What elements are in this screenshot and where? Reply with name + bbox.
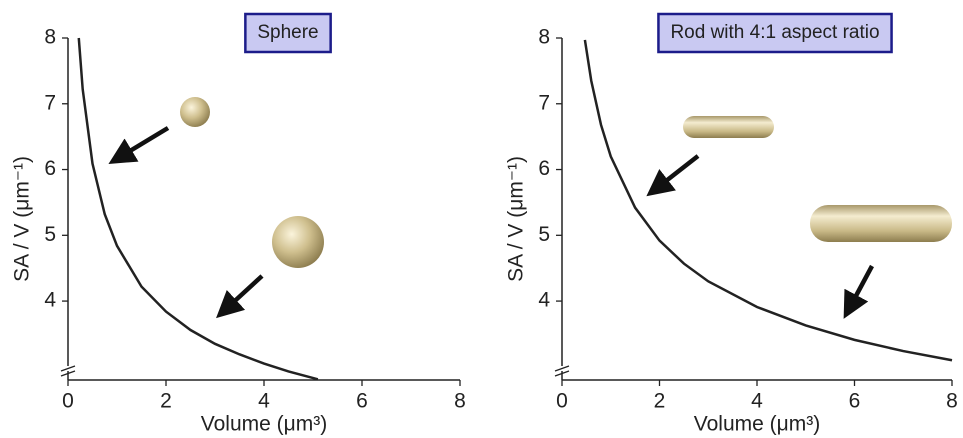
y-tick-label: 7 <box>538 91 550 114</box>
y-tick-label: 4 <box>538 289 550 312</box>
arrow <box>216 274 264 319</box>
small-rod <box>683 116 774 138</box>
y-tick-label: 8 <box>44 26 56 49</box>
y-tick-label: 6 <box>538 157 550 180</box>
y-axis-label: SA / V (μm⁻¹) <box>505 156 528 282</box>
chart-title: Rod with 4:1 aspect ratio <box>670 22 879 43</box>
x-tick-label: 8 <box>454 390 466 413</box>
y-axis-label: SA / V (μm⁻¹) <box>11 156 34 282</box>
arrow <box>108 126 170 164</box>
x-tick-label: 0 <box>62 390 74 413</box>
y-tick-label: 5 <box>44 223 56 246</box>
x-tick-label: 2 <box>160 390 172 413</box>
x-tick-label: 4 <box>751 390 763 413</box>
chart-title: Sphere <box>257 22 318 43</box>
illustrations <box>108 97 952 319</box>
x-tick-label: 8 <box>946 390 958 413</box>
small-sphere <box>180 97 210 127</box>
x-tick-label: 2 <box>654 390 666 413</box>
axis-break <box>554 370 570 377</box>
y-tick-label: 8 <box>538 26 550 49</box>
axis-break <box>554 365 570 372</box>
y-tick-label: 7 <box>44 91 56 114</box>
y-tick-label: 5 <box>538 223 550 246</box>
y-tick-label: 6 <box>44 157 56 180</box>
x-tick-label: 6 <box>849 390 861 413</box>
axis-break <box>60 365 76 372</box>
x-tick-label: 6 <box>356 390 368 413</box>
line <box>583 39 953 362</box>
x-tick-label: 4 <box>258 390 270 413</box>
panel: 4 5 6 7 8 0 2 4 6 8 Volume (μm³) SA / V (μm⁻¹) Spher… <box>11 12 466 436</box>
title-box <box>244 12 332 54</box>
axis-break <box>60 370 76 377</box>
x-axis-label: Volume (μm³) <box>694 413 820 436</box>
large-sphere <box>272 216 324 268</box>
large-rod <box>810 205 952 242</box>
y-tick-label: 4 <box>44 289 56 312</box>
x-axis-label: Volume (μm³) <box>201 413 327 436</box>
line <box>77 37 319 381</box>
arrow <box>646 154 700 197</box>
arrow <box>843 264 874 319</box>
title-box <box>657 12 893 54</box>
panel: 4 5 6 7 8 0 2 4 6 8 Volume (μm³) SA / V (μm⁻¹) Rod w… <box>505 12 958 436</box>
x-tick-label: 0 <box>556 390 568 413</box>
